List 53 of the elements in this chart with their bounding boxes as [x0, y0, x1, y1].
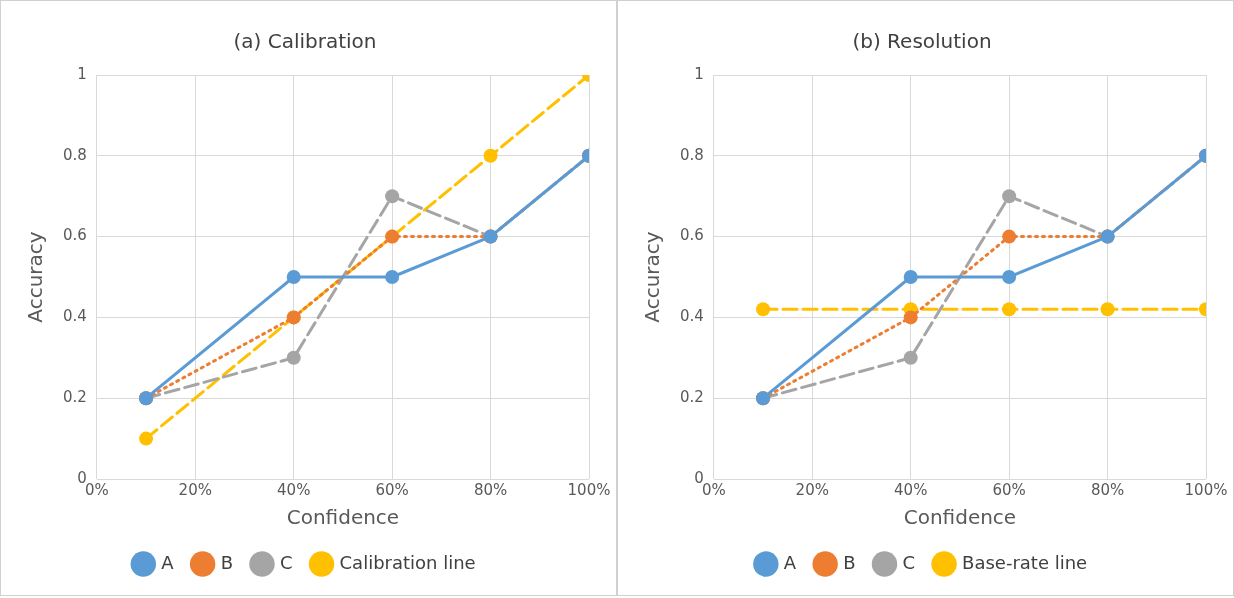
legend-label: A [161, 551, 175, 573]
x-tick-label: 60% [992, 480, 1026, 499]
point [756, 302, 771, 317]
point [1002, 189, 1017, 204]
point [903, 310, 918, 325]
x-tick-label: 0% [701, 480, 726, 499]
point [286, 270, 301, 284]
y-axis-title: Accuracy [23, 231, 48, 323]
y-tick-label: 0.4 [63, 307, 87, 326]
x-tick-label: 0% [84, 480, 109, 499]
point [385, 189, 400, 204]
point [1002, 270, 1017, 284]
point [1100, 302, 1115, 317]
point [903, 350, 918, 365]
point [139, 431, 154, 446]
x-tick-label: 60% [375, 480, 409, 499]
y-tick-label: 0 [694, 468, 704, 487]
x-tick-label: 100% [567, 480, 611, 499]
chart-title: (a) Calibration [233, 29, 377, 54]
point [286, 350, 301, 365]
y-tick-label: 0.4 [680, 307, 704, 326]
legend-label: Base-rate line [962, 551, 1088, 573]
point [1002, 302, 1017, 317]
legend-label: A [783, 551, 797, 573]
legend-label: Calibration line [339, 551, 476, 573]
y-tick-label: 0.6 [680, 226, 704, 245]
point [903, 270, 918, 284]
chart-title: (b) Resolution [852, 29, 992, 54]
y-tick-label: 0.8 [680, 145, 704, 164]
x-tick-label: 40% [894, 480, 928, 499]
legend-label: B [220, 551, 233, 573]
point [385, 270, 400, 284]
x-axis-title: Confidence [903, 505, 1017, 530]
point [483, 148, 498, 163]
legend-label: C [902, 551, 916, 573]
x-tick-label: 20% [795, 480, 829, 499]
legend-label: C [279, 551, 293, 573]
y-tick-label: 0.6 [63, 226, 87, 245]
x-tick-label: 40% [277, 480, 311, 499]
y-tick-label: 0 [77, 468, 87, 487]
y-tick-label: 1 [694, 64, 704, 83]
x-tick-label: 80% [1090, 480, 1125, 499]
x-axis-title: Confidence [286, 505, 400, 530]
y-tick-label: 0.8 [63, 145, 87, 164]
x-tick-label: 100% [1184, 480, 1228, 499]
x-tick-label: 20% [178, 480, 212, 499]
y-tick-label: 0.2 [680, 388, 704, 407]
x-tick-label: 80% [473, 480, 508, 499]
legend-label: B [843, 551, 856, 573]
y-axis-title: Accuracy [640, 231, 665, 323]
y-tick-label: 1 [77, 64, 87, 83]
y-tick-label: 0.2 [63, 388, 87, 407]
point [1002, 229, 1017, 244]
